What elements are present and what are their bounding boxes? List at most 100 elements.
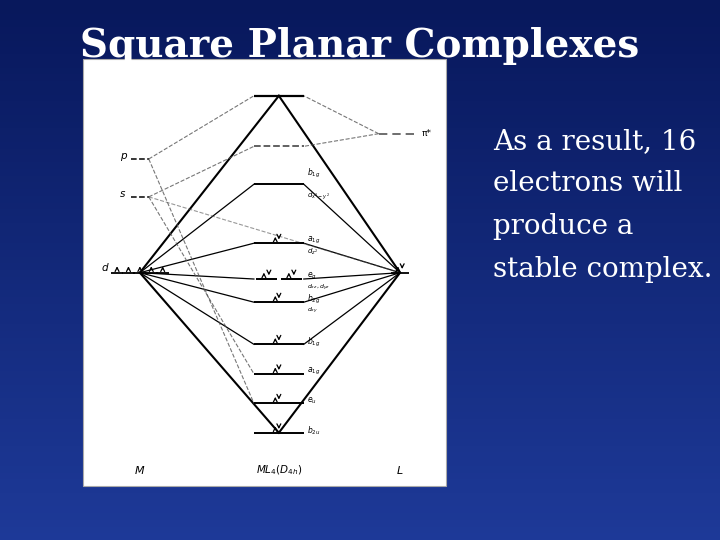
Text: $ML_4(D_{4h})$: $ML_4(D_{4h})$: [256, 464, 302, 477]
Bar: [0, 364, 720, 372]
Bar: [0, 183, 720, 189]
Text: As a result, 16
electrons will
produce a
stable complex.: As a result, 16 electrons will produce a…: [493, 127, 713, 283]
Text: d: d: [102, 264, 108, 273]
Bar: [0, 168, 720, 176]
Bar: [0, 20, 720, 27]
Bar: [0, 372, 720, 378]
Bar: [0, 357, 720, 364]
Bar: [0, 384, 720, 391]
Bar: [0, 0, 720, 6]
Bar: [0, 195, 720, 202]
Bar: [0, 94, 720, 102]
Bar: [0, 378, 720, 384]
Bar: [0, 438, 720, 445]
Text: $d_{xy}$: $d_{xy}$: [307, 306, 318, 316]
Text: $d_{z^2}$: $d_{z^2}$: [307, 247, 318, 256]
Bar: [0, 411, 720, 418]
Bar: [0, 141, 720, 149]
Bar: [0, 60, 720, 68]
Bar: [0, 249, 720, 256]
Bar: [0, 465, 720, 472]
Text: π*: π*: [421, 129, 431, 138]
Bar: [0, 418, 720, 426]
Bar: [0, 270, 720, 276]
Bar: [0, 176, 720, 183]
Text: $b_{1g}$: $b_{1g}$: [307, 336, 321, 349]
Bar: [0, 68, 720, 74]
Bar: [0, 453, 720, 459]
Bar: [0, 128, 720, 135]
Bar: [0, 237, 720, 243]
Bar: [0, 256, 720, 263]
Bar: [0, 405, 720, 411]
Bar: [0, 162, 720, 168]
Bar: [0, 40, 720, 47]
Bar: [0, 486, 720, 492]
Bar: [0, 81, 720, 87]
Bar: [0, 14, 720, 20]
Bar: [0, 156, 720, 162]
Bar: [0, 243, 720, 249]
Bar: [0, 6, 720, 14]
Text: $d_{xz},d_{yz}$: $d_{xz},d_{yz}$: [307, 282, 330, 293]
Bar: [0, 102, 720, 108]
Bar: [0, 27, 720, 33]
Bar: [0, 209, 720, 216]
Bar: [0, 87, 720, 94]
Bar: [0, 392, 720, 399]
Bar: [0, 472, 720, 480]
Bar: [0, 324, 720, 330]
Text: s: s: [120, 188, 125, 199]
Bar: [83, 59, 446, 486]
Bar: [0, 446, 720, 453]
Bar: [0, 115, 720, 122]
Bar: [0, 399, 720, 405]
Bar: [0, 263, 720, 270]
Bar: [0, 297, 720, 303]
Bar: [0, 108, 720, 115]
Bar: [0, 47, 720, 54]
Bar: [0, 507, 720, 513]
Bar: [0, 513, 720, 519]
Bar: [0, 216, 720, 222]
Text: L: L: [397, 465, 403, 476]
Bar: [0, 284, 720, 291]
Text: $e_u$: $e_u$: [307, 396, 318, 407]
Bar: [0, 54, 720, 60]
Bar: [0, 519, 720, 526]
Bar: [0, 310, 720, 317]
Bar: [0, 480, 720, 486]
Text: p: p: [120, 151, 127, 160]
Bar: [0, 317, 720, 324]
Bar: [0, 459, 720, 465]
Bar: [0, 426, 720, 432]
Bar: [0, 291, 720, 297]
Bar: [0, 189, 720, 195]
Bar: [0, 345, 720, 351]
Bar: [0, 330, 720, 338]
Bar: [0, 33, 720, 40]
Bar: [0, 74, 720, 81]
Text: $e_g$: $e_g$: [307, 271, 318, 282]
Bar: [0, 351, 720, 357]
Text: $b_{2u}$: $b_{2u}$: [307, 424, 321, 437]
Bar: [0, 526, 720, 534]
Bar: [0, 135, 720, 141]
Bar: [0, 202, 720, 209]
Bar: [0, 122, 720, 128]
Text: Square Planar Complexes: Square Planar Complexes: [81, 27, 639, 65]
Text: $a_{1g}$: $a_{1g}$: [307, 235, 320, 246]
Bar: [0, 534, 720, 540]
Bar: [0, 276, 720, 284]
Bar: [0, 148, 720, 156]
Text: $b_{2g}$: $b_{2g}$: [307, 293, 321, 306]
Text: M: M: [135, 465, 145, 476]
Bar: [0, 432, 720, 438]
Bar: [0, 492, 720, 500]
Text: $a_{1g}$: $a_{1g}$: [307, 366, 320, 377]
Text: $d_{x^2-y^2}$: $d_{x^2-y^2}$: [307, 191, 330, 202]
Bar: [0, 303, 720, 310]
Bar: [0, 500, 720, 507]
Bar: [0, 230, 720, 237]
Bar: [0, 338, 720, 345]
